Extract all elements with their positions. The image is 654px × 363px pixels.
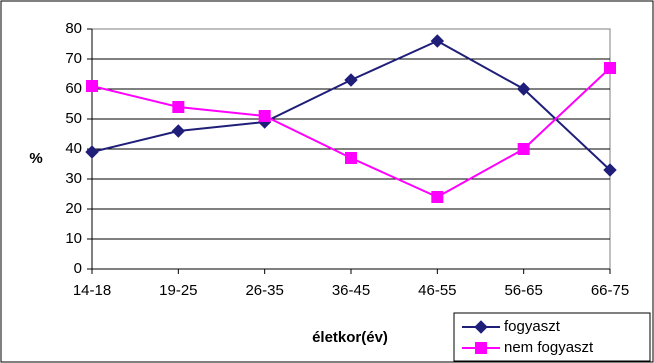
x-tick-label: 36-45 [332, 282, 370, 299]
legend-label: nem fogyaszt [504, 339, 594, 356]
series-0 [85, 34, 617, 177]
y-tick-label: 60 [65, 80, 82, 97]
data-point [516, 82, 531, 96]
legend-marker [475, 342, 487, 354]
y-tick-label: 40 [65, 140, 82, 157]
y-tick-label: 10 [65, 230, 82, 247]
series-1 [86, 62, 616, 203]
data-point [603, 163, 617, 177]
y-axis-ticks: 0 10 20 30 40 50 60 70 80 [65, 20, 92, 277]
legend-label: fogyaszt [504, 318, 561, 335]
data-point [171, 124, 186, 138]
data-point [344, 73, 358, 87]
x-tick-label: 56-65 [504, 282, 542, 299]
x-tick-label: 66-75 [591, 282, 629, 299]
legend-marker [474, 320, 488, 334]
legend-item: nem fogyaszt [462, 339, 594, 356]
x-tick-label: 26-35 [245, 282, 283, 299]
data-point [172, 101, 185, 113]
data-point [517, 143, 530, 155]
y-tick-label: 80 [65, 20, 82, 37]
data-point [258, 110, 271, 122]
series [85, 34, 617, 203]
data-point [431, 191, 444, 203]
y-axis-title: % [29, 150, 42, 167]
y-tick-label: 20 [65, 200, 82, 217]
legend: fogyaszt nem fogyaszt [453, 312, 651, 362]
legend-item: fogyaszt [462, 318, 561, 335]
y-tick-label: 70 [65, 50, 82, 67]
data-point [430, 34, 445, 48]
x-axis-ticks: 14-18 19-25 26-35 36-45 46-55 56-65 66-75 [73, 29, 629, 299]
x-tick-label: 14-18 [73, 282, 111, 299]
data-point [85, 145, 99, 159]
data-point [604, 62, 616, 74]
data-point [345, 152, 357, 164]
x-axis-title: életkor(év) [312, 329, 388, 346]
data-point [86, 80, 98, 92]
y-tick-label: 30 [65, 170, 82, 187]
y-tick-label: 50 [65, 110, 82, 127]
x-tick-label: 19-25 [159, 282, 197, 299]
x-tick-label: 46-55 [418, 282, 456, 299]
y-tick-label: 0 [74, 260, 82, 277]
